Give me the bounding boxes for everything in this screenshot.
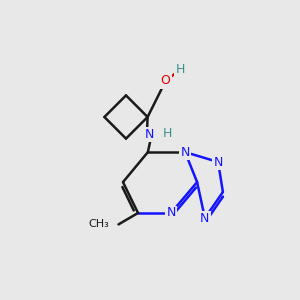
Text: N: N [200, 212, 210, 225]
Text: N: N [180, 146, 190, 159]
Text: H: H [175, 63, 185, 76]
Text: N: N [213, 155, 223, 169]
Text: O: O [161, 74, 170, 88]
Text: CH₃: CH₃ [88, 219, 109, 230]
Text: H: H [163, 127, 172, 140]
Text: N: N [145, 128, 154, 141]
Text: N: N [166, 206, 176, 220]
